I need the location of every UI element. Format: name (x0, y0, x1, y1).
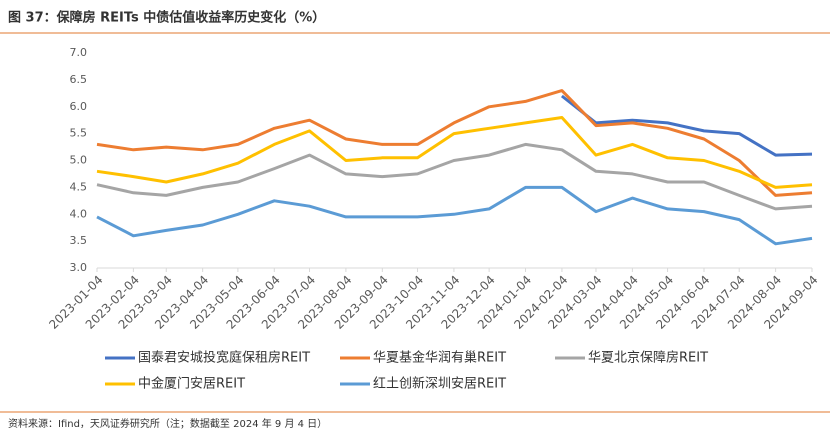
y-tick-label: 3.0 (70, 261, 88, 274)
y-tick-label: 3.5 (70, 234, 88, 247)
y-tick-label: 4.0 (70, 207, 88, 220)
series-line (96, 185, 813, 246)
y-tick-label: 5.5 (70, 127, 88, 140)
y-tick-label: 7.0 (70, 46, 88, 59)
y-tick-label: 4.5 (70, 180, 88, 193)
series-line (96, 142, 813, 211)
chart-title: 图 37：保障房 REITs 中债估值收益率历史变化（%） (8, 10, 325, 26)
y-tick-label: 5.0 (70, 154, 88, 167)
legend-label: 中金厦门安居REIT (138, 376, 245, 392)
series-line (96, 89, 813, 197)
legend-label: 国泰君安城投宽庭保租房REIT (138, 350, 310, 366)
series-line (560, 94, 813, 157)
series-line (96, 116, 813, 189)
legend-label: 华夏北京保障房REIT (588, 350, 708, 366)
y-tick-label: 6.5 (70, 73, 88, 86)
source: 资料来源：Ifind，天风证券研究所（注；数据截至 2024 年 9 月 4 日… (8, 417, 327, 430)
legend-label: 红土创新深圳安居REIT (373, 376, 506, 392)
legend-label: 华夏基金华润有巢REIT (373, 350, 506, 366)
y-tick-label: 6.0 (70, 100, 88, 113)
